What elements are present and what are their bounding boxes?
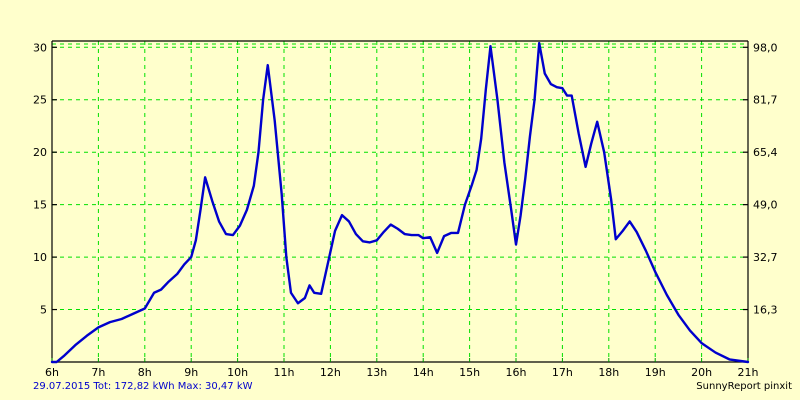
x-axis-tick-label: 8h [138,366,152,379]
x-axis-tick-label: 17h [552,366,573,379]
left-axis-tick-label: 15 [33,199,47,212]
left-axis-tick-label: 20 [33,146,47,159]
left-axis-tick-label: 25 [33,94,47,107]
right-axis-tick-label: 32,7 [753,251,778,264]
right-axis-tick-label: 98,0 [753,41,778,54]
x-axis-tick-label: 18h [598,366,619,379]
x-axis-tick-label: 14h [413,366,434,379]
x-axis-tick-label: 11h [274,366,295,379]
x-axis-tick-label: 19h [645,366,666,379]
x-axis-tick-label: 13h [366,366,387,379]
x-axis-tick-label: 20h [691,366,712,379]
data-series-group [50,41,750,364]
x-axis-tick-label: 12h [320,366,341,379]
x-axis-tick-label: 6h [45,366,59,379]
footer-credit: SunnyReport pinxit [696,381,792,392]
series-line [50,41,750,364]
right-axis-tick-label: 16,3 [753,304,778,317]
x-axis-tick-label: 15h [459,366,480,379]
x-axis-tick-label: 16h [506,366,527,379]
plot-frame [51,40,749,363]
right-axis-tick-label: 65,4 [753,146,778,159]
right-axis-tick-label: 49,0 [753,199,778,212]
x-axis-tick-label: 10h [227,366,248,379]
right-axis-tick-label: 81,7 [753,94,778,107]
left-axis-tick-label: 10 [33,251,47,264]
x-axis-tick-label: 7h [91,366,105,379]
left-axis-tick-label: 5 [40,304,47,317]
x-axis-ticks: 6h 7h 8h 9h 10h 11h 12h 13h 14h 15h 16h 17h 18h 19h 20… [45,358,759,379]
left-axis-ticks: 5 10 15 20 25 30 [33,41,57,317]
x-axis-tick-label: 21h [738,366,759,379]
left-axis-tick-label: 30 [33,41,47,54]
right-axis-ticks: 16,3 32,7 49,0 65,4 81,7 98,0 [743,41,778,317]
horizontal-gridlines [52,43,748,311]
footer-summary: 29.07.2015 Tot: 172,82 kWh Max: 30,47 kW [33,381,253,392]
x-axis-tick-label: 9h [184,366,198,379]
